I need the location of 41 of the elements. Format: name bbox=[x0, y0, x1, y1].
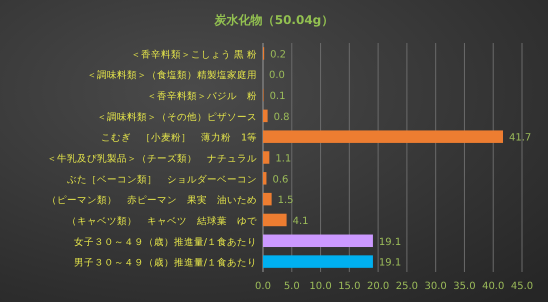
data-label: 4.1 bbox=[292, 216, 309, 227]
bar bbox=[263, 214, 287, 226]
data-label: 0.6 bbox=[272, 174, 288, 186]
y-tick-label: ＜香辛料類＞バジル 粉 bbox=[147, 90, 257, 102]
y-tick-label: 女子３０～４９（歳）推進量/１食あたり bbox=[74, 236, 257, 248]
y-tick-label: ＜調味料類＞（食塩類）精製塩家庭用 bbox=[87, 69, 257, 82]
y-tick-label: ＜調味料類＞（その他）ピザソース bbox=[97, 110, 257, 123]
x-tick-label: 40.0 bbox=[482, 281, 504, 292]
data-label: 19.1 bbox=[378, 258, 402, 269]
y-tick-label: ＜牛乳及び乳製品＞（チーズ類） ナチュラル bbox=[47, 152, 257, 164]
bar bbox=[263, 151, 270, 164]
data-label: 41.7 bbox=[509, 132, 532, 144]
y-tick-label: こむぎ ［小麦粉］ 薄力粉 1等 bbox=[100, 132, 257, 144]
x-tick-label: 45.0 bbox=[510, 281, 534, 292]
y-tick-label: 男子３０～４９（歳）推進量/１食あたり bbox=[74, 256, 257, 269]
y-tick-label: ＜香辛料類＞こしょう 黒 粉 bbox=[130, 48, 257, 60]
x-tick-label: 15.0 bbox=[338, 281, 360, 292]
y-tick-label: ぶた［ベーコン類］ ショルダーベーコン bbox=[67, 173, 257, 186]
x-tick-label: 35.0 bbox=[453, 281, 476, 292]
data-label: 0.0 bbox=[269, 70, 285, 82]
x-tick-label: 5.0 bbox=[284, 281, 300, 292]
bar bbox=[263, 255, 373, 268]
data-label: 0.8 bbox=[274, 112, 290, 123]
data-label: 1.1 bbox=[275, 154, 292, 164]
chart-title: 炭水化物（50.04g） bbox=[214, 13, 334, 27]
x-tick-label: 0.0 bbox=[255, 281, 271, 292]
x-tick-label: 30.0 bbox=[424, 281, 447, 292]
x-tick-label: 20.0 bbox=[366, 281, 390, 292]
y-tick-label: （キャベツ類） キャベツ 結球葉 ゆで bbox=[67, 214, 258, 227]
bar bbox=[263, 110, 268, 122]
bar bbox=[263, 130, 504, 143]
data-label: 1.5 bbox=[278, 195, 294, 206]
data-label: 0.1 bbox=[270, 91, 286, 102]
data-label: 0.2 bbox=[270, 49, 286, 60]
bar bbox=[263, 234, 373, 248]
data-label: 19.1 bbox=[378, 236, 402, 248]
bar bbox=[263, 172, 266, 185]
x-tick-label: 25.0 bbox=[396, 281, 418, 292]
bar bbox=[263, 192, 272, 206]
y-tick-label: （ピーマン類） 赤ピーマン 果実 油いため bbox=[47, 194, 257, 206]
x-tick-label: 10.0 bbox=[309, 281, 332, 292]
